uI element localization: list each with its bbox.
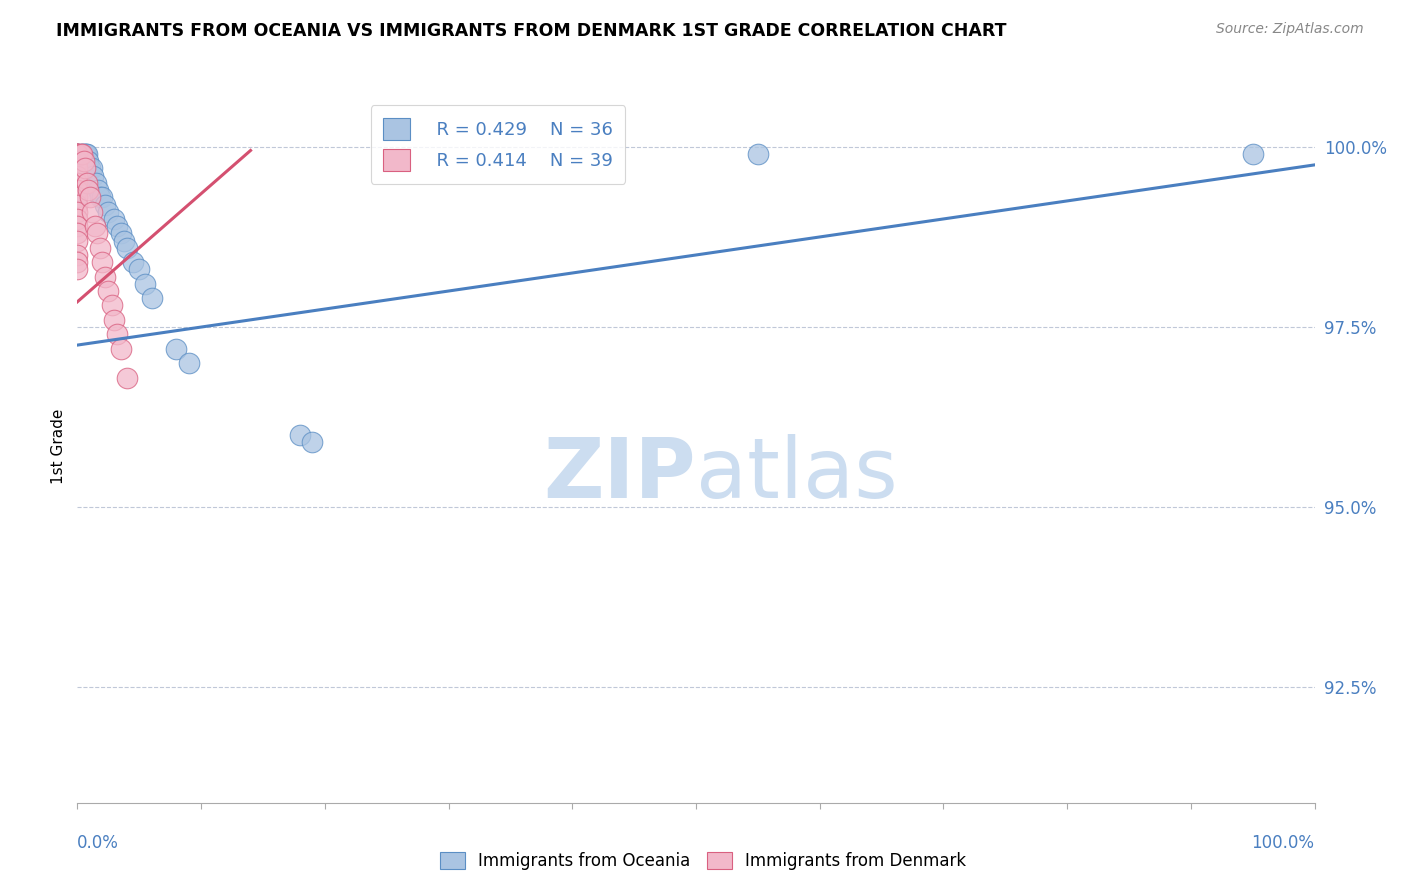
Point [177, 356, 200, 370]
Point [105, 327, 128, 342]
Point [82, 161, 104, 176]
Point [122, 255, 145, 269]
Point [66, 169, 89, 183]
Point [77, 183, 100, 197]
Point [66, 190, 89, 204]
Point [66, 204, 89, 219]
Point [87, 183, 110, 197]
Point [66, 183, 89, 197]
Point [93, 197, 115, 211]
Point [83, 219, 105, 234]
Point [747, 147, 769, 161]
Point [66, 176, 89, 190]
Point [103, 211, 125, 226]
Point [134, 277, 156, 291]
Point [66, 219, 89, 234]
Point [66, 147, 89, 161]
Point [73, 161, 96, 176]
Point [76, 176, 98, 190]
Point [101, 298, 124, 312]
Point [66, 227, 89, 241]
Point [91, 255, 114, 269]
Point [115, 370, 138, 384]
Point [66, 147, 89, 161]
Point [103, 313, 125, 327]
Point [66, 211, 89, 226]
Point [66, 234, 89, 248]
Point [66, 169, 89, 183]
Point [105, 219, 128, 234]
Point [93, 269, 115, 284]
Point [86, 227, 108, 241]
Point [1241, 147, 1264, 161]
Legend: Immigrants from Oceania, Immigrants from Denmark: Immigrants from Oceania, Immigrants from… [433, 845, 973, 877]
Point [72, 147, 94, 161]
Text: 100.0%: 100.0% [1251, 834, 1315, 852]
Point [66, 154, 89, 169]
Point [112, 234, 135, 248]
Y-axis label: 1st Grade: 1st Grade [51, 409, 66, 483]
Point [89, 190, 111, 204]
Point [128, 262, 150, 277]
Point [76, 147, 98, 161]
Point [75, 147, 97, 161]
Text: IMMIGRANTS FROM OCEANIA VS IMMIGRANTS FROM DENMARK 1ST GRADE CORRELATION CHART: IMMIGRANTS FROM OCEANIA VS IMMIGRANTS FR… [56, 22, 1007, 40]
Point [66, 147, 89, 161]
Text: atlas: atlas [696, 434, 897, 515]
Point [66, 147, 89, 161]
Point [91, 190, 114, 204]
Point [165, 342, 187, 356]
Point [301, 435, 323, 450]
Legend:   R = 0.429    N = 36,   R = 0.414    N = 39: R = 0.429 N = 36, R = 0.414 N = 39 [371, 105, 626, 184]
Point [70, 147, 93, 161]
Point [66, 255, 89, 269]
Point [77, 154, 100, 169]
Point [66, 154, 89, 169]
Point [72, 154, 94, 169]
Point [72, 147, 94, 161]
Point [66, 248, 89, 262]
Point [66, 197, 89, 211]
Point [66, 190, 89, 204]
Point [89, 241, 111, 255]
Point [66, 161, 89, 176]
Point [70, 147, 93, 161]
Point [141, 291, 163, 305]
Point [82, 169, 104, 183]
Point [288, 428, 311, 442]
Point [79, 190, 101, 204]
Point [66, 147, 89, 161]
Point [73, 147, 96, 161]
Text: ZIP: ZIP [544, 434, 696, 515]
Point [66, 147, 89, 161]
Point [66, 147, 89, 161]
Point [115, 241, 138, 255]
Point [97, 204, 120, 219]
Point [110, 342, 132, 356]
Point [97, 284, 120, 298]
Point [66, 262, 89, 277]
Point [72, 147, 94, 161]
Point [84, 176, 107, 190]
Text: Source: ZipAtlas.com: Source: ZipAtlas.com [1216, 22, 1364, 37]
Point [110, 227, 132, 241]
Point [79, 161, 101, 176]
Text: 0.0%: 0.0% [77, 834, 120, 852]
Point [82, 204, 104, 219]
